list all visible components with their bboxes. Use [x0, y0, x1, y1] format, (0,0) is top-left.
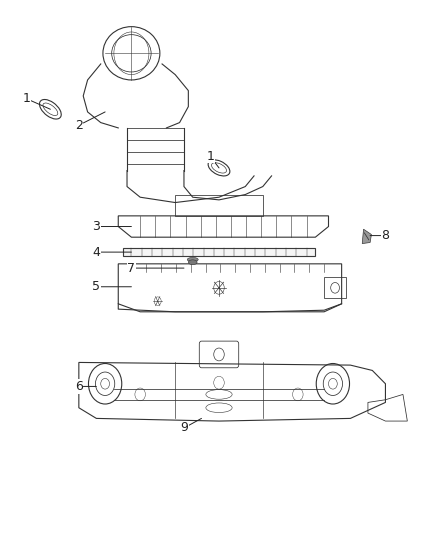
- Text: 6: 6: [75, 380, 96, 393]
- Text: 9: 9: [180, 418, 201, 434]
- Ellipse shape: [187, 257, 198, 262]
- Text: 5: 5: [92, 280, 131, 293]
- Text: 7: 7: [127, 262, 184, 274]
- Ellipse shape: [188, 260, 197, 265]
- Text: 1: 1: [206, 150, 219, 168]
- Polygon shape: [362, 229, 371, 244]
- Text: 8: 8: [370, 229, 389, 242]
- Text: 2: 2: [75, 112, 105, 132]
- Text: 4: 4: [92, 246, 131, 259]
- Text: 3: 3: [92, 220, 131, 233]
- Text: 1: 1: [22, 92, 50, 109]
